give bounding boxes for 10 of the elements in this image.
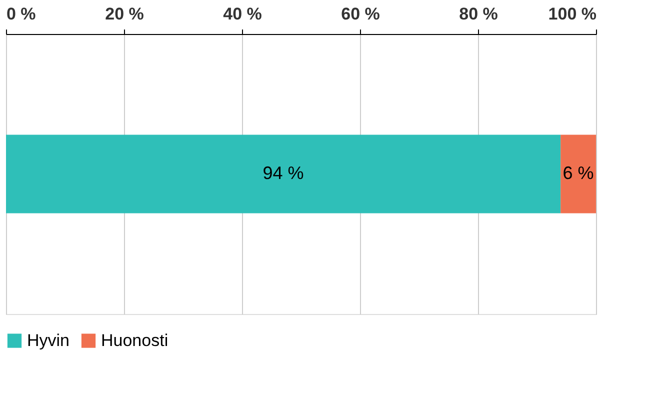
legend-label: Huonosti	[101, 330, 168, 350]
data-label: 6 %	[562, 163, 594, 183]
x-tick-label: 60 %	[341, 4, 380, 24]
x-tick-label: 40 %	[223, 4, 262, 24]
data-label: 94 %	[262, 163, 304, 183]
x-tick-label: 100 %	[548, 4, 596, 24]
x-tick-label: 80 %	[459, 4, 498, 24]
legend-label: Hyvin	[27, 330, 70, 350]
x-tick-label: 0 %	[6, 4, 36, 24]
x-tick-label: 20 %	[105, 4, 144, 24]
